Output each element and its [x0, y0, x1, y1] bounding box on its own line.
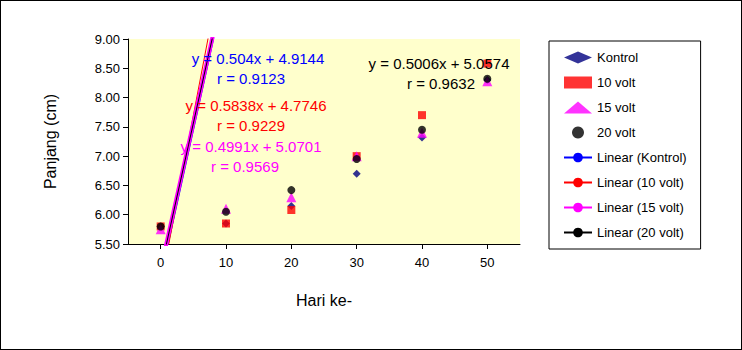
svg-text:9.00: 9.00 [95, 32, 120, 47]
svg-text:y = 0.504x + 4.9144: y = 0.504x + 4.9144 [192, 50, 325, 67]
svg-text:r = 0.9632: r = 0.9632 [407, 75, 475, 92]
svg-text:8.00: 8.00 [95, 90, 120, 105]
svg-text:20 volt: 20 volt [597, 125, 636, 140]
svg-text:Linear (20 volt): Linear (20 volt) [597, 225, 684, 240]
svg-text:Linear (10 volt): Linear (10 volt) [597, 175, 684, 190]
svg-text:y = 0.4991x + 5.0701: y = 0.4991x + 5.0701 [181, 138, 322, 155]
svg-text:40: 40 [415, 255, 429, 270]
svg-text:r = 0.9123: r = 0.9123 [217, 70, 285, 87]
svg-text:Panjang (cm): Panjang (cm) [42, 94, 59, 189]
svg-text:y = 0.5006x + 5.0574: y = 0.5006x + 5.0574 [369, 55, 510, 72]
svg-text:6.00: 6.00 [95, 207, 120, 222]
svg-text:r = 0.9229: r = 0.9229 [217, 117, 285, 134]
svg-text:r = 0.9569: r = 0.9569 [211, 158, 279, 175]
svg-text:8.50: 8.50 [95, 61, 120, 76]
svg-text:Hari ke-: Hari ke- [296, 292, 352, 309]
svg-text:Linear (15 volt): Linear (15 volt) [597, 200, 684, 215]
svg-text:6.50: 6.50 [95, 178, 120, 193]
svg-text:50: 50 [480, 255, 494, 270]
svg-text:y = 0.5838x + 4.7746: y = 0.5838x + 4.7746 [186, 97, 327, 114]
svg-text:7.00: 7.00 [95, 149, 120, 164]
svg-text:30: 30 [349, 255, 363, 270]
svg-text:Linear (Kontrol): Linear (Kontrol) [597, 150, 687, 165]
svg-text:20: 20 [284, 255, 298, 270]
svg-text:10 volt: 10 volt [597, 75, 636, 90]
svg-text:Kontrol: Kontrol [597, 50, 638, 65]
svg-text:0: 0 [157, 255, 164, 270]
svg-text:7.50: 7.50 [95, 119, 120, 134]
svg-text:15 volt: 15 volt [597, 100, 636, 115]
svg-text:10: 10 [219, 255, 233, 270]
svg-text:5.50: 5.50 [95, 237, 120, 252]
